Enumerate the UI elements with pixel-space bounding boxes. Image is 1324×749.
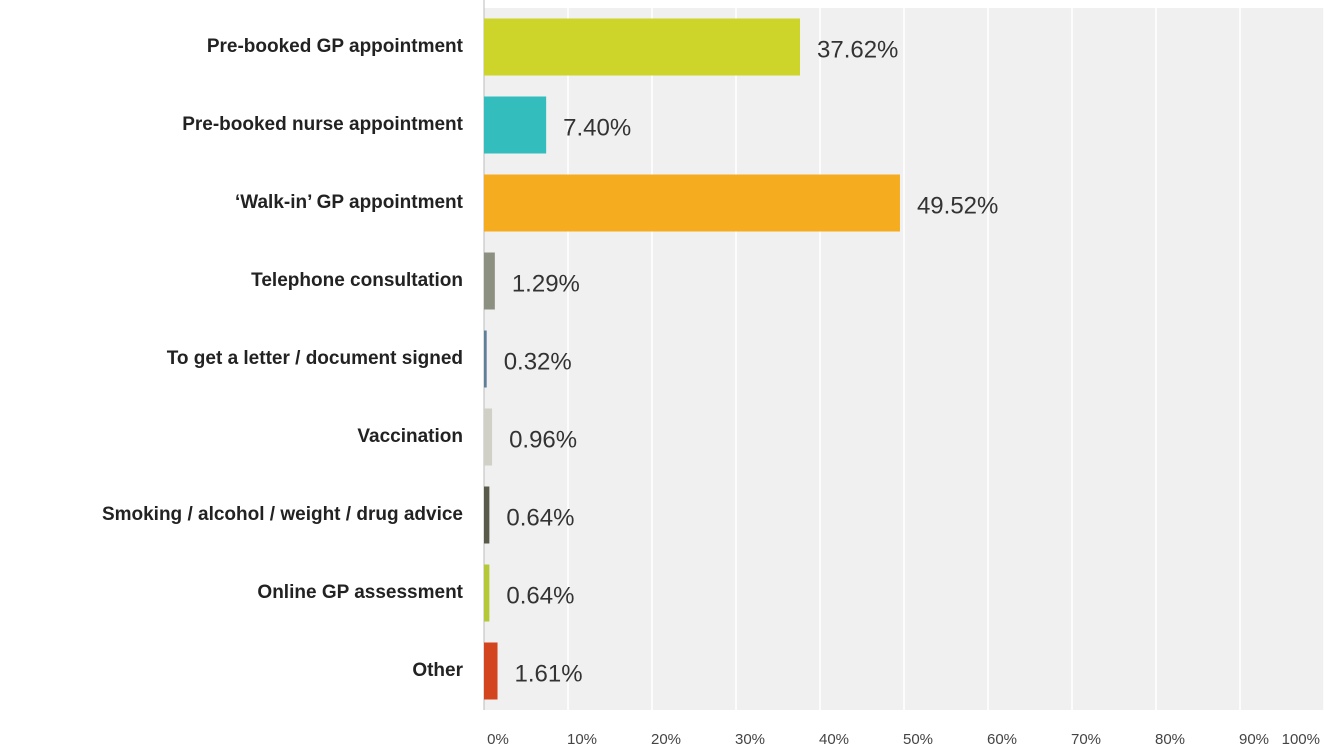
bar [484,486,490,544]
bar [484,564,490,622]
y-tick-label: Vaccination [357,426,463,447]
x-tick-label: 30% [735,731,765,748]
x-tick-label: 20% [651,731,681,748]
bar [484,96,547,154]
value-label: 0.96% [509,426,577,453]
x-tick-label: 100% [1282,731,1320,748]
value-label: 1.29% [512,270,580,297]
value-label: 7.40% [563,114,631,141]
bar [484,330,487,388]
x-tick-label: 40% [819,731,849,748]
bar [484,174,900,232]
y-tick-label: To get a letter / document signed [167,348,463,369]
y-tick-label: Pre-booked GP appointment [207,36,464,57]
value-label: 0.64% [506,504,574,531]
y-tick-label: ‘Walk-in’ GP appointment [235,192,464,213]
bar [484,18,801,76]
value-label: 0.32% [504,348,572,375]
x-tick-label: 90% [1239,731,1269,748]
x-tick-label: 0% [487,731,509,748]
x-tick-label: 60% [987,731,1017,748]
y-tick-label: Other [412,660,463,681]
bar [484,408,493,466]
value-label: 1.61% [515,660,583,687]
y-tick-label: Smoking / alcohol / weight / drug advice [102,504,463,525]
y-tick-label: Pre-booked nurse appointment [182,114,463,135]
value-label: 0.64% [506,582,574,609]
x-tick-label: 10% [567,731,597,748]
value-label: 49.52% [917,192,998,219]
x-tick-label: 70% [1071,731,1101,748]
x-tick-label: 50% [903,731,933,748]
y-tick-label: Telephone consultation [251,270,463,291]
y-tick-label: Online GP assessment [257,582,463,603]
value-label: 37.62% [817,36,898,63]
bar [484,252,495,310]
bar [484,642,498,700]
x-tick-label: 80% [1155,731,1185,748]
